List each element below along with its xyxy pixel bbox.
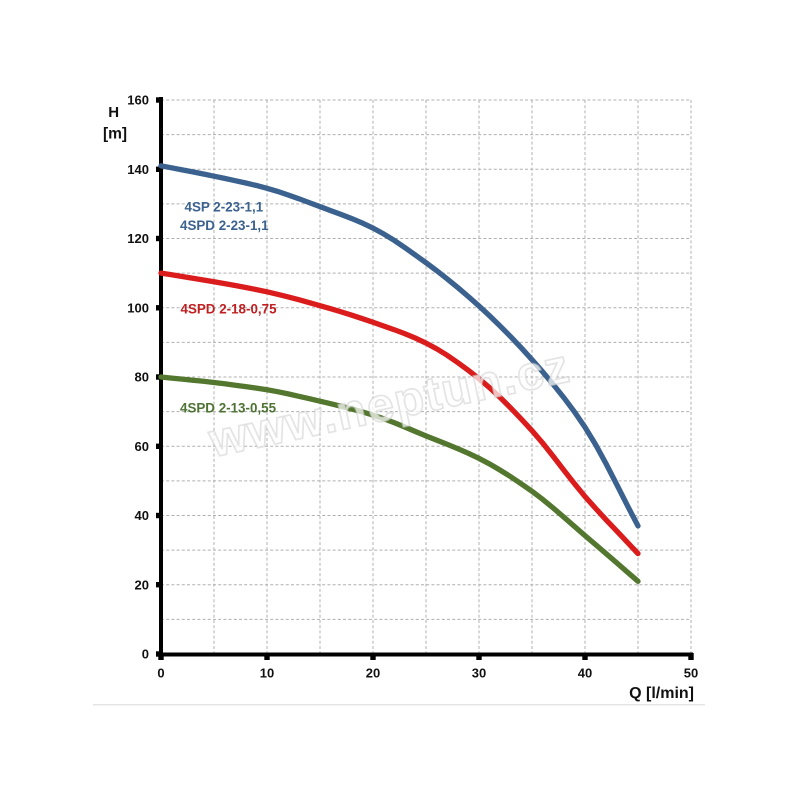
svg-text:60: 60 [135,439,149,454]
svg-text:4SPD 2-13-0,55: 4SPD 2-13-0,55 [180,401,277,416]
svg-text:100: 100 [127,300,149,315]
svg-text:120: 120 [127,231,149,246]
svg-text:4SPD 2-18-0,75: 4SPD 2-18-0,75 [181,302,278,317]
svg-text:Q [l/min]: Q [l/min] [629,685,694,702]
svg-text:80: 80 [135,370,149,385]
svg-text:H: H [108,104,119,121]
svg-text:20: 20 [366,666,380,681]
svg-text:140: 140 [127,162,149,177]
svg-text:40: 40 [578,666,592,681]
svg-text:4SPD 2-23-1,1: 4SPD 2-23-1,1 [180,218,269,233]
svg-text:4SP 2-23-1,1: 4SP 2-23-1,1 [185,200,264,215]
svg-text:30: 30 [472,666,486,681]
svg-text:40: 40 [135,508,149,523]
svg-text:20: 20 [135,578,149,593]
svg-text:0: 0 [157,666,164,681]
svg-text:[m]: [m] [103,126,127,143]
svg-text:0: 0 [142,647,149,662]
svg-text:50: 50 [684,666,698,681]
svg-text:160: 160 [127,93,149,108]
svg-text:10: 10 [260,666,274,681]
